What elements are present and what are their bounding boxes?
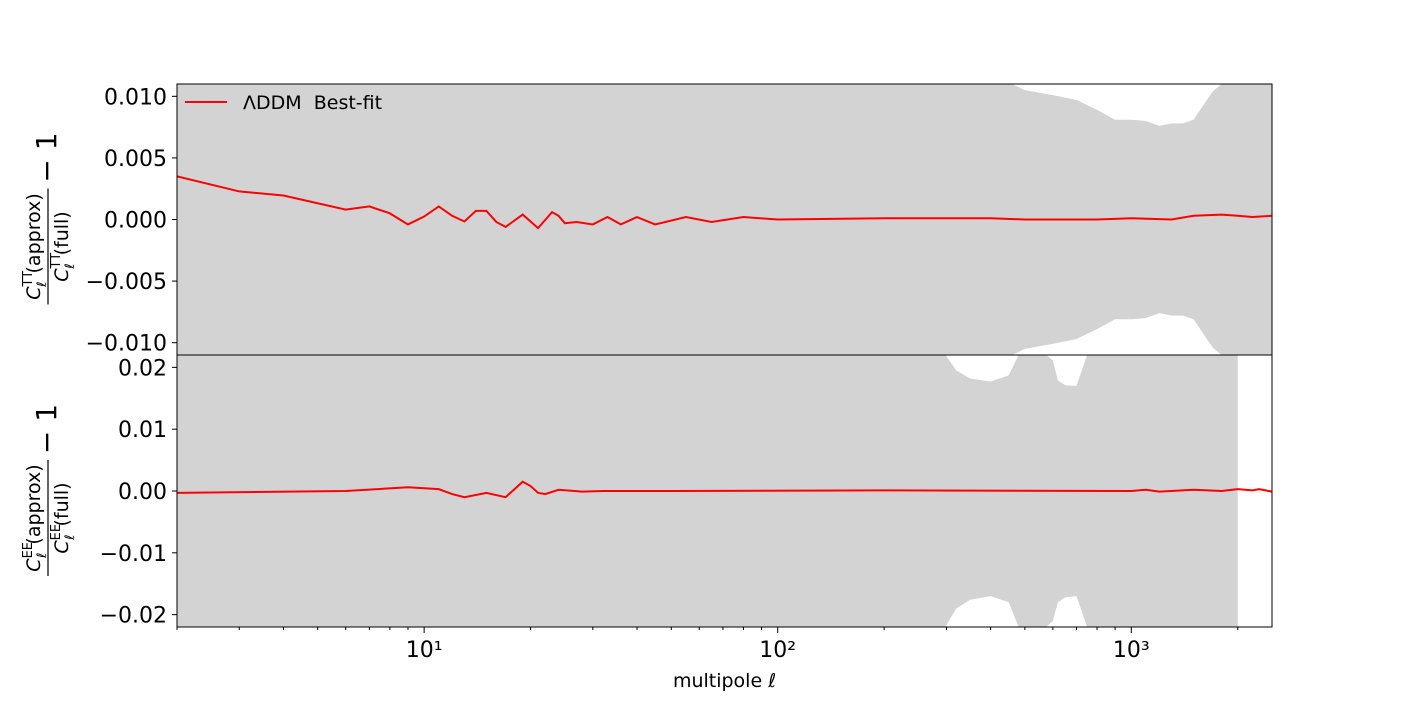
y-tick-label: −0.01	[100, 542, 167, 567]
superscript: EE	[21, 542, 36, 558]
superscript: TT	[21, 271, 36, 288]
symbol: C	[23, 558, 45, 572]
x-tick-label: 10¹	[406, 638, 443, 663]
superscript: EE	[49, 524, 64, 540]
y-tick-label: −0.02	[100, 604, 167, 629]
symbol: C	[51, 540, 73, 554]
y-label-tail: − 1	[30, 132, 63, 182]
fraction-part: (full)	[51, 482, 73, 526]
x-tick-label: 10²	[759, 638, 796, 663]
data-line	[177, 480, 1272, 499]
symbol: C	[23, 286, 45, 300]
y-tick-label: 0.010	[104, 85, 167, 110]
legend-label: ΛDDM Best-fit	[243, 92, 382, 114]
fraction-part: (approx)	[23, 193, 45, 273]
y-label-part: CEEℓ (full)	[49, 482, 78, 553]
y-label-part: CTTℓ (full)	[49, 211, 78, 281]
y-tick-label: −0.005	[86, 270, 167, 295]
fraction-part: (approx)	[23, 464, 45, 544]
plot-area	[177, 84, 1272, 355]
data-line	[177, 175, 1272, 230]
subscript: ℓ	[63, 535, 78, 541]
y-label-tail: − 1	[30, 404, 63, 454]
plot-area	[177, 355, 1272, 627]
y-tick-label: 0.005	[104, 147, 167, 172]
y-axis-label: CTTℓ(approx)CTTℓ(full)− 1	[21, 132, 78, 305]
y-label-part: CEEℓ (approx)	[21, 464, 50, 571]
fraction-part: (full)	[51, 211, 73, 255]
y-tick-label: 0.000	[104, 209, 167, 234]
y-tick-label: 0.01	[118, 418, 167, 443]
y-tick-label: −0.010	[86, 332, 167, 357]
x-tick-label: 10³	[1113, 638, 1150, 663]
superscript: TT	[49, 253, 64, 270]
x-axis-label: multipole ℓ	[673, 670, 776, 692]
subscript: ℓ	[35, 553, 50, 559]
subscript: ℓ	[63, 263, 78, 269]
y-axis-label: CEEℓ(approx)CEEℓ(full)− 1	[21, 404, 78, 576]
y-tick-label: 0.00	[118, 480, 167, 505]
symbol: C	[51, 268, 73, 282]
y-tick-label: 0.02	[118, 356, 167, 381]
y-label-part: CTTℓ (approx)	[21, 193, 50, 300]
subscript: ℓ	[35, 281, 50, 287]
